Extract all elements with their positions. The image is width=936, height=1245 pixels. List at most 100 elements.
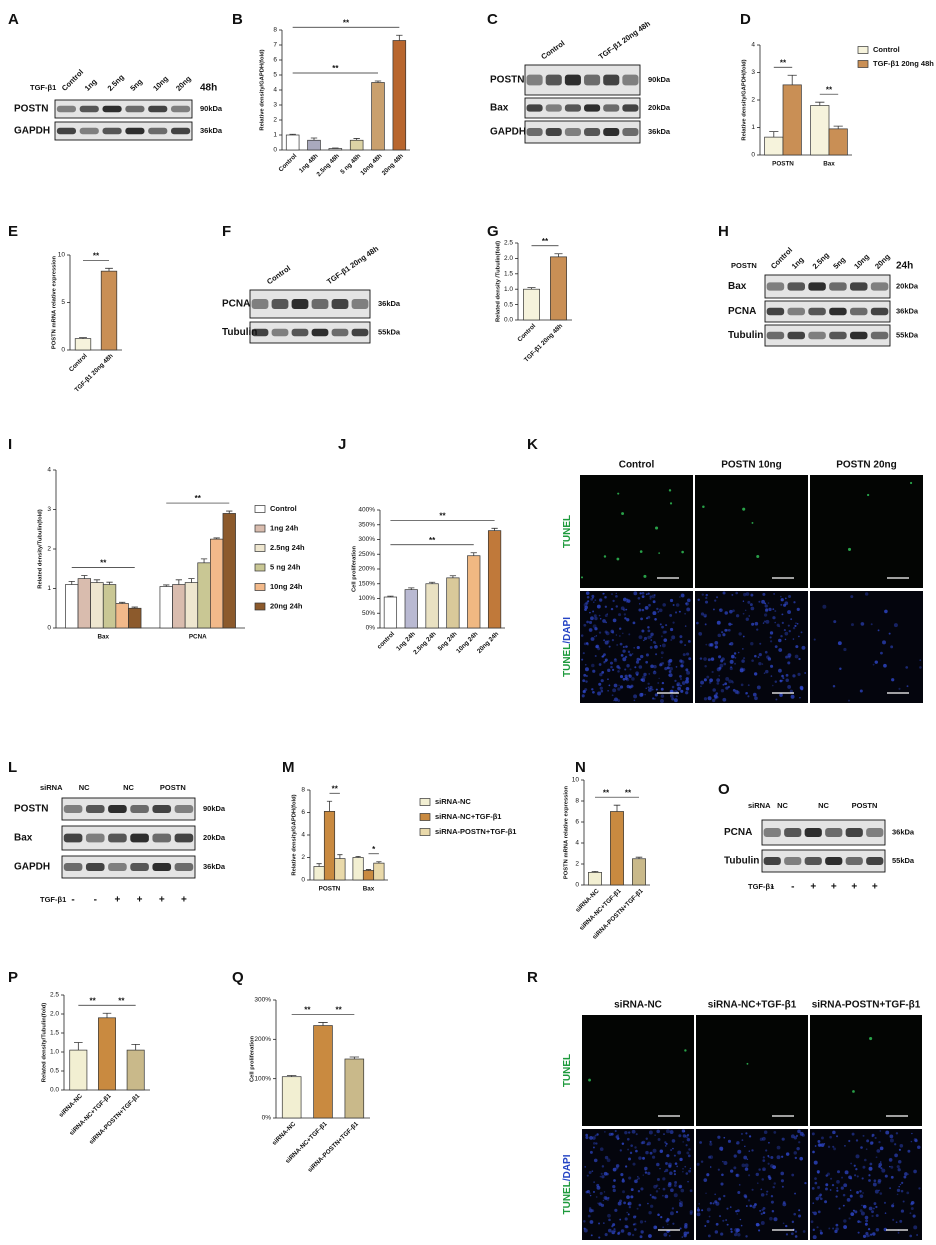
cell-dot [780, 635, 783, 638]
cell-dot [774, 680, 778, 683]
blot-band [148, 105, 168, 113]
cell-dot [588, 1208, 593, 1213]
y-tick-label: 4 [575, 840, 579, 847]
blot-band [311, 328, 329, 337]
blot-band [130, 863, 149, 871]
cell-dot [891, 1204, 895, 1208]
cell-dot [906, 685, 909, 688]
blot-band [829, 307, 847, 316]
cell-dot [888, 1158, 893, 1162]
blot-strip [249, 321, 371, 344]
cell-dot [682, 1167, 684, 1170]
cell-dot [662, 603, 666, 607]
cell-dot [769, 636, 772, 639]
cell-dot [713, 608, 715, 611]
blot-header: POSTN [731, 261, 757, 270]
blot-band [808, 307, 826, 316]
bar [69, 1049, 88, 1091]
size-label: 36kDa [892, 827, 915, 836]
error-bar [355, 855, 361, 858]
blot-band [866, 857, 884, 865]
error-bar [131, 1044, 140, 1051]
bar [65, 584, 79, 629]
cell-dot [588, 1078, 591, 1082]
cell-dot [594, 627, 598, 631]
cell-dot [590, 616, 594, 621]
cell-dot [721, 631, 724, 634]
cell-dot [613, 683, 618, 688]
cell-dot [869, 1162, 873, 1166]
cell-dot [638, 608, 642, 612]
cell-dot [742, 600, 745, 602]
cell-dot [718, 1215, 722, 1218]
cell-dot [819, 1229, 822, 1232]
cell-dot [832, 1145, 835, 1148]
bar [197, 562, 211, 629]
group-label: POSTN [160, 783, 186, 792]
error-bar [68, 580, 75, 585]
y-tick-label: 0 [575, 882, 579, 889]
cell-dot [617, 1232, 620, 1235]
bar [523, 288, 540, 321]
blot-band [291, 298, 309, 310]
cell-dot [874, 1189, 879, 1194]
cell-dot [739, 668, 744, 673]
cell-dot [663, 1133, 665, 1135]
cell-dot [661, 656, 663, 659]
cell-dot [647, 626, 650, 629]
cell-dot [591, 596, 594, 599]
cell-dot [660, 651, 664, 655]
row-label: POSTN [490, 75, 524, 86]
cell-dot [782, 1202, 787, 1207]
lane-label: 1ng [83, 77, 99, 93]
cell-dot [769, 1216, 773, 1221]
cell-dot [657, 611, 660, 613]
bar [344, 1058, 365, 1119]
blot-band [63, 805, 83, 813]
legend-swatch [857, 46, 869, 54]
cell-dot [674, 611, 678, 614]
cell-dot [770, 640, 773, 643]
error-bar [289, 133, 296, 135]
cell-dot [625, 645, 628, 649]
cell-dot [772, 1185, 775, 1189]
cell-dot [714, 645, 718, 649]
y-tick-label: 0 [273, 147, 277, 154]
cell-dot [734, 689, 739, 694]
panel-label: R [527, 969, 538, 986]
cell-dot [746, 1158, 749, 1161]
cell-dot [894, 1143, 897, 1146]
cell-dot [603, 1171, 608, 1176]
cell-dot [795, 645, 799, 649]
cell-dot [757, 656, 760, 659]
cell-dot [682, 653, 686, 657]
cell-dot [652, 697, 655, 700]
cell-dot [769, 631, 774, 635]
cell-dot [835, 1227, 839, 1231]
blot-band [829, 282, 847, 291]
cell-dot [770, 1200, 774, 1204]
cell-dot [650, 1204, 654, 1208]
cell-dot [649, 646, 653, 649]
cell-dot [696, 1212, 701, 1217]
cell-dot [763, 1169, 765, 1171]
cell-dot [754, 621, 759, 626]
blot-strip [249, 289, 371, 319]
cell-dot [703, 657, 707, 661]
cell-dot [592, 610, 595, 613]
cell-dot [593, 1158, 598, 1163]
cell-dot [640, 1230, 644, 1234]
blot-band [331, 298, 349, 310]
cell-dot [791, 1173, 795, 1177]
cell-dot [817, 1210, 821, 1214]
cell-dot [814, 1145, 817, 1147]
cell-dot [661, 625, 664, 629]
cell-dot [658, 677, 660, 680]
y-tick-label: 200% [358, 566, 375, 573]
cell-dot [762, 1167, 766, 1172]
cell-dot [677, 686, 681, 691]
y-tick-label: 5 [61, 299, 65, 306]
cell-dot [599, 598, 603, 602]
cell-dot [817, 1140, 821, 1143]
cell-dot [679, 675, 682, 678]
